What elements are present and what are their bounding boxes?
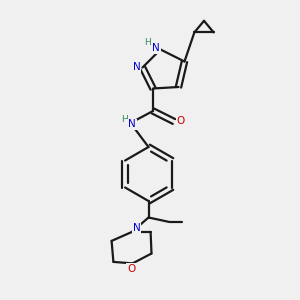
Text: N: N: [133, 62, 140, 73]
Text: N: N: [133, 223, 140, 233]
Text: H: H: [145, 38, 151, 47]
Text: N: N: [128, 119, 136, 130]
Text: O: O: [127, 263, 135, 274]
Text: H: H: [121, 116, 128, 124]
Text: N: N: [152, 43, 160, 53]
Text: O: O: [176, 116, 185, 127]
